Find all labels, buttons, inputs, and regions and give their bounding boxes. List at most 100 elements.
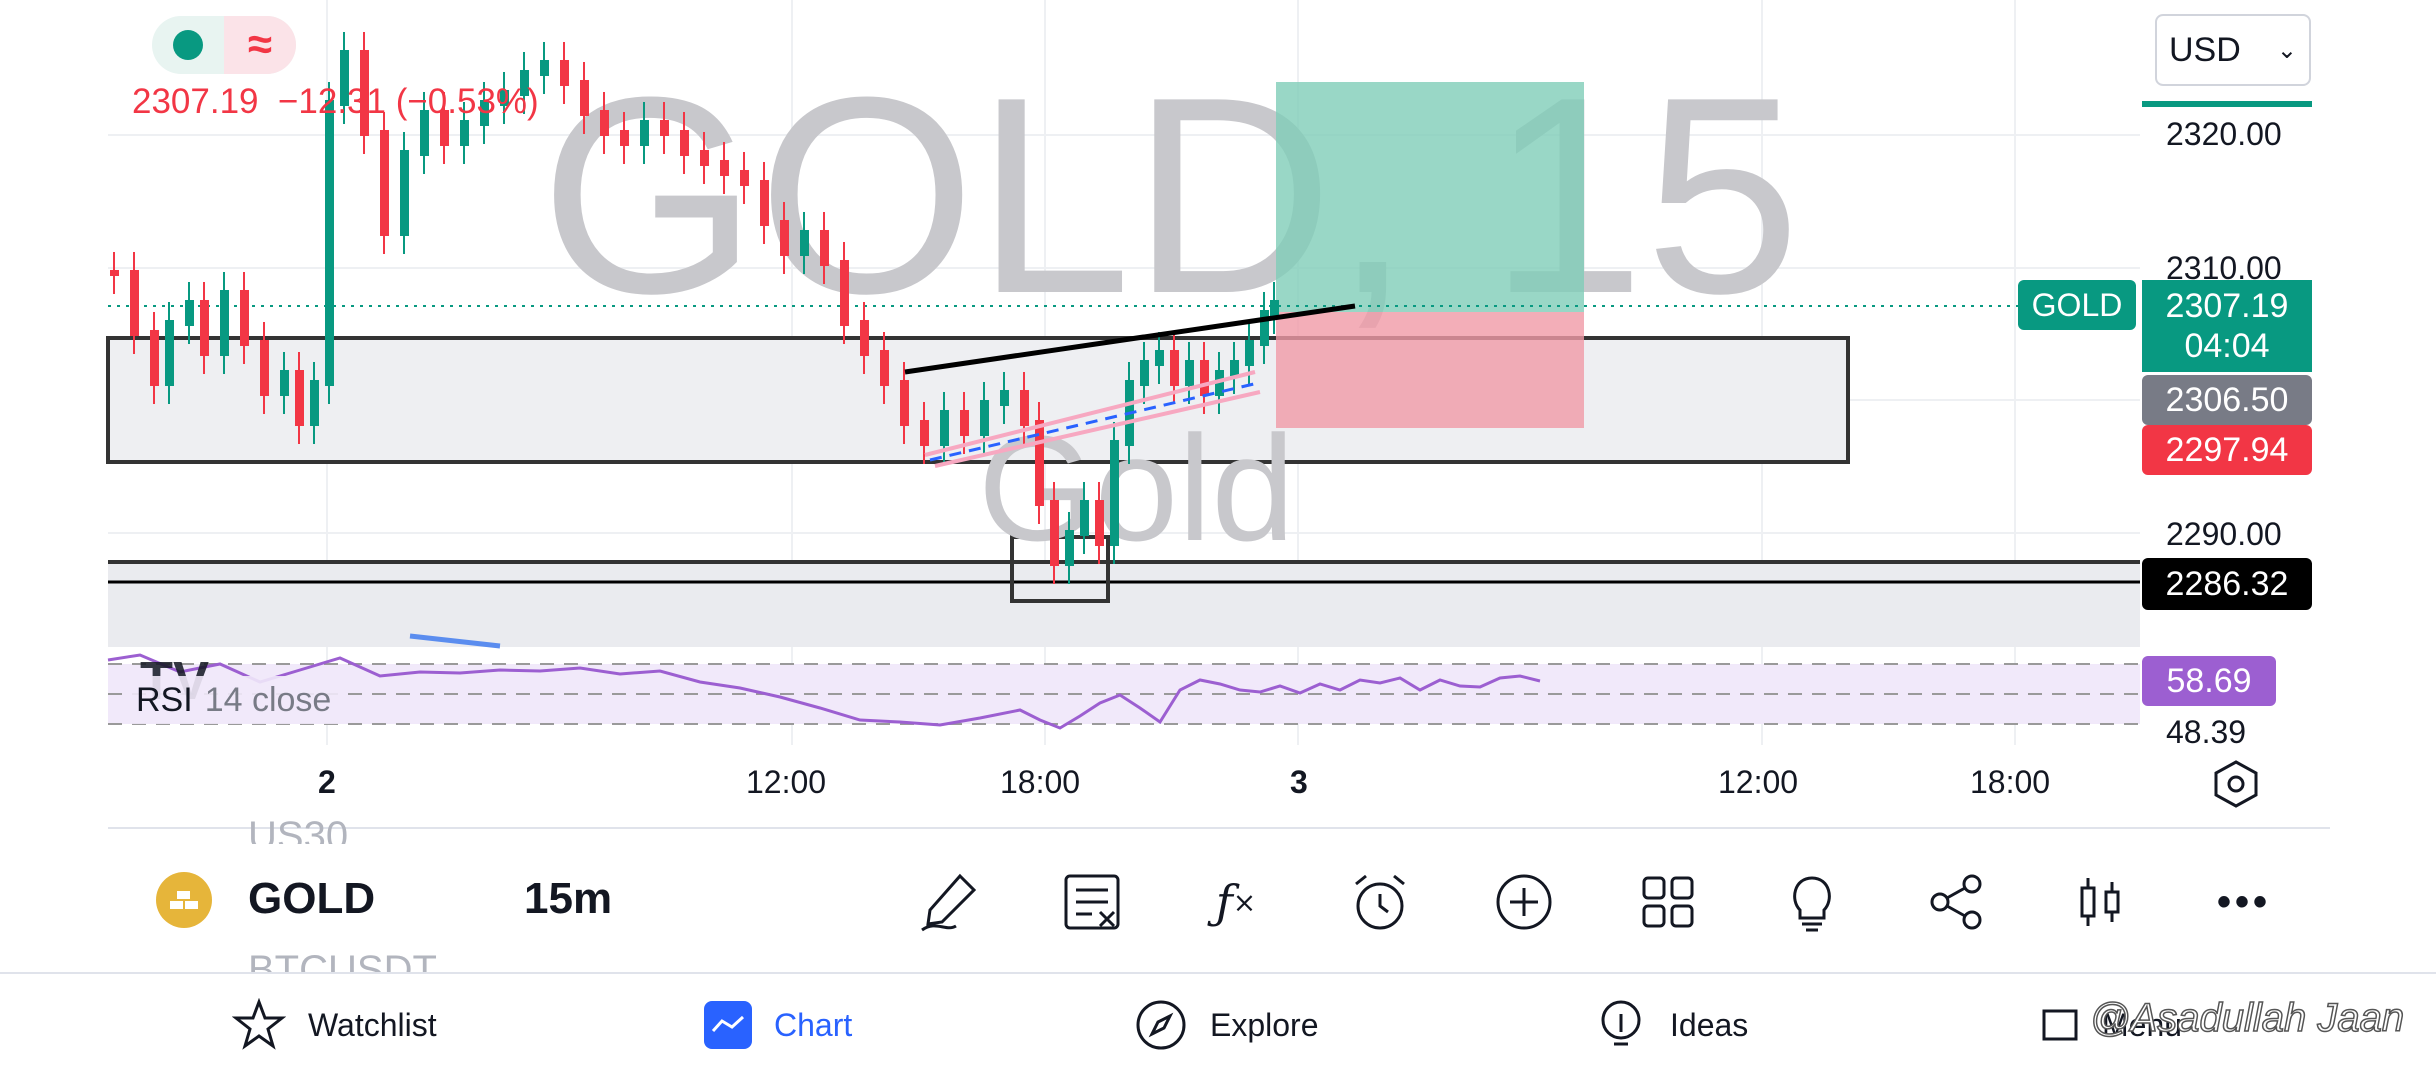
nav-ideas[interactable]: Ideas — [1594, 990, 1748, 1060]
fx-icon[interactable]: ƒ × — [1215, 875, 1257, 929]
nav-explore[interactable]: Explore — [1134, 990, 1319, 1060]
candle-body — [1080, 500, 1089, 536]
candle-body — [760, 180, 769, 226]
nav-ideas-label: Ideas — [1670, 1006, 1749, 1043]
candle-body — [295, 370, 304, 426]
channel-pink-bottom — [934, 390, 1261, 468]
rsi-label-4839: 48.39 — [2166, 714, 2247, 744]
compass-icon — [1136, 1000, 1186, 1050]
nav-menu-label: Menu — [2102, 1006, 2183, 1043]
currency-select[interactable]: USD ⌄ — [2155, 14, 2311, 86]
candle-body — [1050, 500, 1059, 566]
candle-body — [920, 420, 929, 446]
candle-body — [1020, 390, 1029, 426]
price-change-label: 2307.19 −12.31 (−0.53%) — [132, 82, 539, 121]
menu-icon — [2042, 1009, 2078, 1041]
time-label-day-3: 3 — [1290, 764, 1308, 800]
rsi-legend[interactable]: RSI 14 close — [122, 676, 346, 724]
time-label-day-2: 2 — [318, 764, 336, 800]
credit-watermark: @Asadullah Jaan — [2089, 995, 2405, 1041]
red-price-tag: 2297.94 — [2142, 425, 2312, 475]
candle-body — [1065, 530, 1074, 566]
candle-body — [1000, 390, 1009, 406]
candle-body — [640, 120, 649, 146]
candle-body — [340, 50, 349, 106]
candle-body — [1200, 360, 1209, 396]
nav-divider — [0, 972, 2436, 974]
candle-body — [1215, 370, 1224, 396]
candle-body — [980, 400, 989, 436]
candle-body — [260, 340, 269, 396]
nav-menu[interactable]: Menu — [2040, 990, 2182, 1060]
candle-body — [1110, 440, 1119, 546]
legend-toggle[interactable]: ≈ — [152, 16, 296, 74]
current-price-tag: 2307.19 04:04 — [2142, 280, 2312, 372]
chart-icon — [704, 1001, 752, 1049]
candle-body — [110, 270, 119, 276]
candle-body — [900, 380, 909, 426]
rsi-value-tag: 58.69 — [2142, 656, 2276, 706]
symbol-selector[interactable]: GOLD — [248, 874, 376, 923]
grid-icon[interactable] — [1632, 866, 1704, 938]
highlight-box — [1010, 535, 1110, 603]
candle-body — [840, 260, 849, 326]
candle-body — [860, 320, 869, 356]
candle-body — [1095, 500, 1104, 546]
symbol-above[interactable]: US30 — [248, 814, 349, 844]
candle-body — [580, 80, 589, 116]
settings-hex-icon[interactable] — [2210, 758, 2262, 810]
interval-selector[interactable]: 15m — [524, 874, 613, 923]
channel-pink-top — [924, 370, 1256, 457]
candle-body — [360, 50, 369, 136]
bulb-icon — [1601, 1000, 1641, 1046]
candles-icon[interactable] — [2064, 866, 2136, 938]
candle-body — [130, 270, 139, 336]
channel-blue-dashed — [929, 381, 1259, 462]
candle-body — [240, 290, 249, 346]
nav-chart[interactable]: Chart — [704, 990, 852, 1060]
candlestick-series — [110, 32, 1279, 584]
pen-icon[interactable] — [912, 866, 984, 938]
black-price-tag: 2286.32 — [2142, 558, 2312, 610]
candle-body — [165, 320, 174, 386]
candle-body — [500, 90, 509, 106]
gold-symbol-icon — [156, 872, 212, 928]
alarm-icon[interactable] — [1344, 866, 1416, 938]
candle-body — [280, 370, 289, 396]
candle-body — [310, 380, 319, 426]
more-icon[interactable]: ••• — [2216, 879, 2271, 924]
trendline-upper — [904, 303, 1356, 375]
candle-body — [820, 230, 829, 266]
candle-body — [800, 230, 809, 256]
nav-explore-label: Explore — [1210, 1006, 1319, 1043]
candle-body — [740, 170, 749, 186]
candle-body — [200, 300, 209, 356]
nav-chart-label: Chart — [774, 1006, 853, 1043]
plus-icon[interactable] — [1488, 866, 1560, 938]
candle-body — [1185, 360, 1194, 386]
candle-body — [380, 130, 389, 236]
symbol-price-tag: GOLD — [2018, 280, 2136, 330]
nav-watchlist[interactable]: Watchlist — [232, 990, 437, 1060]
candle-body — [400, 150, 409, 236]
candle-body — [440, 110, 449, 146]
lightbulb-icon[interactable] — [1776, 866, 1848, 938]
study-template-icon[interactable] — [1056, 866, 1128, 938]
wave-icon[interactable]: ≈ — [224, 16, 296, 74]
share-icon[interactable] — [1920, 866, 1992, 938]
nav-watchlist-label: Watchlist — [308, 1006, 437, 1043]
candle-body — [520, 70, 529, 96]
candle-body — [960, 410, 969, 436]
visibility-dot-icon[interactable] — [152, 16, 224, 74]
candle-body — [1035, 420, 1044, 506]
currency-value: USD — [2169, 30, 2241, 69]
candle-body — [880, 350, 889, 386]
candle-body — [1245, 340, 1254, 366]
candle-body — [1230, 360, 1239, 376]
symbol-watermark: GOLD, 15 — [540, 40, 1801, 352]
time-label-1800: 18:00 — [1000, 764, 1081, 800]
candle-body — [1170, 350, 1179, 386]
price-label-2320: 2320.00 — [2166, 116, 2282, 152]
symbol-below[interactable]: BTCUSDT — [248, 948, 437, 972]
